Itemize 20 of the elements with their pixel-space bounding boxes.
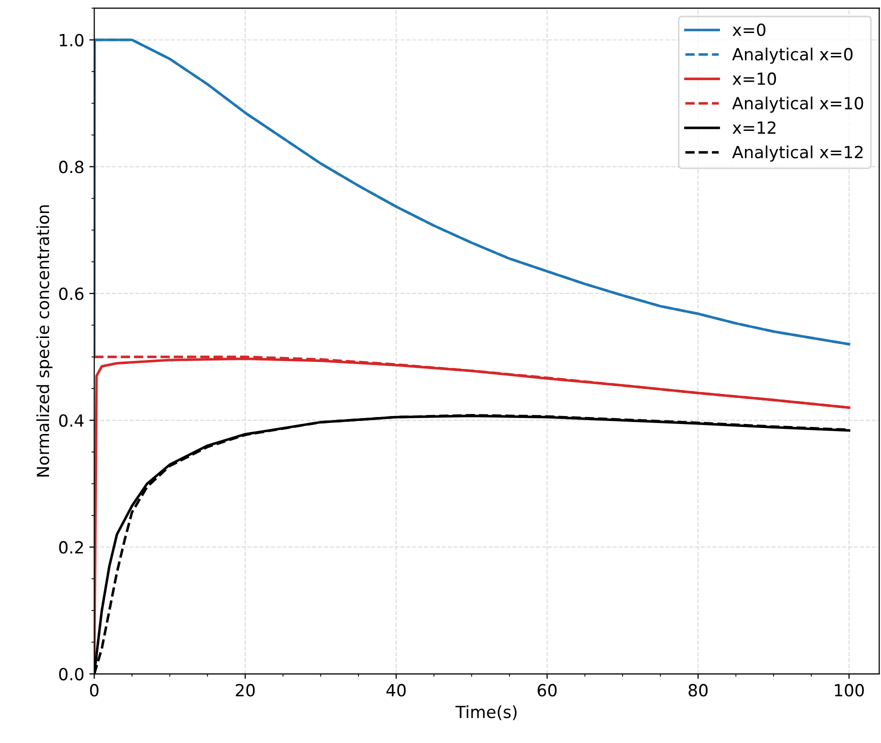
y-tick-label: 1.0 bbox=[60, 34, 84, 46]
x-tick-label: 20 bbox=[236, 684, 255, 697]
legend-label: Analytical x=0 bbox=[732, 48, 853, 64]
x-tick-label: 100 bbox=[834, 684, 864, 697]
y-tick-label: 0.8 bbox=[59, 160, 84, 174]
legend-label: x=10 bbox=[732, 72, 776, 85]
legend-label: Analytical x=10 bbox=[732, 96, 864, 113]
x-tick-label: 80 bbox=[688, 684, 708, 697]
legend-label: x=12 bbox=[732, 121, 776, 134]
x-tick-label: 0 bbox=[90, 684, 98, 697]
x-tick-label: 40 bbox=[386, 684, 406, 697]
y-tick-label: 0.4 bbox=[59, 414, 84, 427]
y-axis-title: Normalized specie concentration bbox=[36, 205, 52, 476]
x-axis-title: Time(s) bbox=[455, 705, 517, 720]
y-tick-label: 0.2 bbox=[59, 541, 83, 554]
legend-label: Analytical x=12 bbox=[732, 145, 863, 162]
legend-label: x=0 bbox=[732, 23, 766, 36]
y-tick-label: 0.0 bbox=[59, 668, 84, 680]
x-tick-label: 60 bbox=[538, 684, 557, 697]
y-tick-label: 0.6 bbox=[59, 287, 84, 300]
